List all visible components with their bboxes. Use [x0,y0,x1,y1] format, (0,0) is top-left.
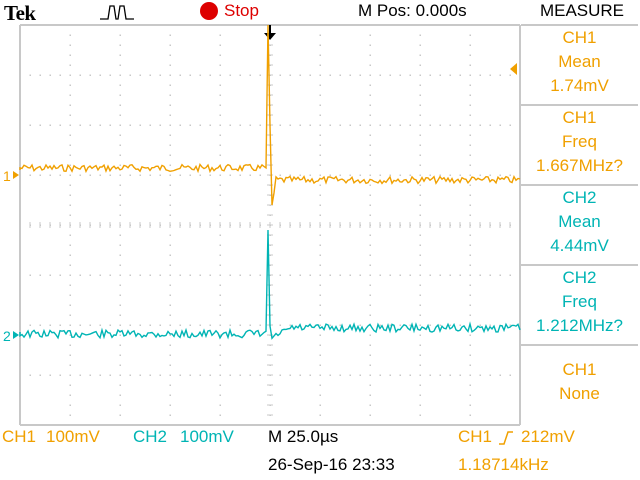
measure-menu-title[interactable]: MEASURE [539,1,625,20]
ch2-waveform [19,229,521,340]
measure-slot-4[interactable]: CH2 Freq 1.212MHz? [521,264,638,342]
ch2-label: CH2 [133,427,168,446]
ch1-ground-marker: 1 [3,168,11,184]
ch1-scale: 100mV [46,427,100,446]
trigger-source: CH1 [458,427,493,446]
status-bar: Tek Stop M Pos: 0.000s MEASURE [0,0,640,25]
timebase: M 25.0µs [268,427,339,446]
measure-slot-2[interactable]: CH1 Freq 1.667MHz? [521,104,638,182]
graticule-grid [19,24,521,426]
measure-type: Freq [562,292,597,311]
settings-bar: CH1 100mV CH2 100mV M 25.0µs 26-Sep-16 2… [0,424,640,480]
acquisition-mode-icon [100,5,134,20]
measure-type: Mean [558,212,601,231]
measure-value: 1.74mV [550,76,609,95]
ch2-ground-marker: 2 [3,328,11,344]
measure-slot-1[interactable]: CH1 Mean 1.74mV [521,24,638,102]
horizontal-position: M Pos: 0.000s [358,1,467,20]
run-state: Stop [224,1,259,20]
measure-value: 1.667MHz? [536,156,623,175]
trigger-frequency: 1.18714kHz [458,455,549,474]
measure-source: CH2 [562,268,597,287]
trigger-position-icon [264,25,276,40]
trigger-level: 212mV [521,427,575,446]
measure-source: CH1 [562,108,597,127]
measure-type: Freq [562,132,597,151]
ch2-marker-arrow-icon [13,331,19,339]
rising-edge-icon [499,431,513,445]
measure-slot-5[interactable]: CH1 None [521,344,638,422]
ch1-waveform [19,24,521,206]
measure-source: CH1 [562,360,597,379]
measure-type: Mean [558,52,601,71]
ch2-scale: 100mV [180,427,234,446]
ch1-marker-arrow-icon [13,171,19,179]
measure-value: 1.212MHz? [536,316,623,335]
measure-slot-3[interactable]: CH2 Mean 4.44mV [521,184,638,262]
timestamp: 26-Sep-16 23:33 [268,455,395,474]
trigger-level-icon [510,63,517,75]
ch1-label: CH1 [2,427,37,446]
measure-source: CH1 [562,28,597,47]
measure-value: 4.44mV [550,236,609,255]
measure-type: None [559,384,600,403]
brand-logo: Tek [4,1,36,25]
measure-source: CH2 [562,188,597,207]
stop-indicator-icon [200,2,218,20]
